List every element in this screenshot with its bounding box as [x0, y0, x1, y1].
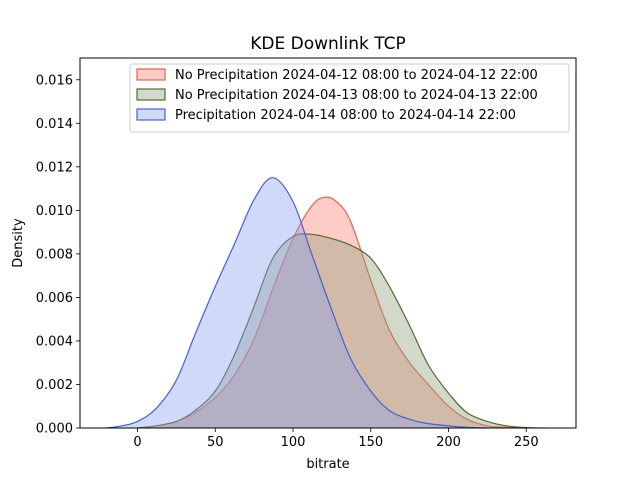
legend-label-3: Precipitation 2024-04-14 08:00 to 2024-0…: [175, 108, 516, 123]
legend-swatch-1: [136, 68, 166, 81]
density-line-3: [106, 177, 488, 429]
x-axis: 0 50 100 150 200 250: [133, 428, 539, 450]
chart-title: KDE Downlink TCP: [250, 34, 406, 54]
y-tick-label: 0.014: [36, 117, 73, 132]
x-tick-label: 50: [207, 435, 224, 450]
y-tick-label: 0.010: [36, 204, 73, 219]
x-tick-label: 150: [358, 435, 383, 450]
legend-label-2: No Precipitation 2024-04-13 08:00 to 202…: [175, 88, 538, 103]
density-area-1: [137, 197, 527, 428]
x-tick-label: 250: [514, 435, 539, 450]
plot-frame: [79, 57, 577, 429]
density-area-3: [106, 177, 488, 428]
y-tick-label: 0.004: [36, 334, 73, 349]
legend-swatch-2: [136, 88, 166, 101]
density-area-2: [137, 233, 545, 428]
y-tick-label: 0.012: [36, 160, 73, 175]
y-tick-label: 0.008: [36, 247, 73, 262]
y-tick-label: 0.006: [36, 291, 73, 306]
y-tick-label: 0.002: [36, 378, 73, 393]
x-tick-label: 100: [281, 435, 306, 450]
x-tick-label: 0: [133, 435, 141, 450]
density-areas: [106, 177, 545, 429]
density-line-2: [137, 233, 545, 429]
y-axis: 0.000 0.002 0.004 0.006 0.008 0.010 0.012 0.014…: [36, 73, 80, 437]
y-axis-label: Density: [11, 218, 26, 268]
legend-label-1: No Precipitation 2024-04-12 08:00 to 202…: [175, 68, 538, 83]
x-tick-label: 200: [436, 435, 461, 450]
legend-swatch-3: [136, 108, 166, 121]
x-axis-label: bitrate: [306, 457, 349, 472]
y-tick-label: 0.016: [36, 73, 73, 88]
density-line-1: [137, 196, 527, 429]
legend-frame: [129, 63, 570, 133]
y-tick-label: 0.000: [36, 422, 73, 437]
legend: No Precipitation 2024-04-12 08:00 to 202…: [129, 63, 570, 133]
